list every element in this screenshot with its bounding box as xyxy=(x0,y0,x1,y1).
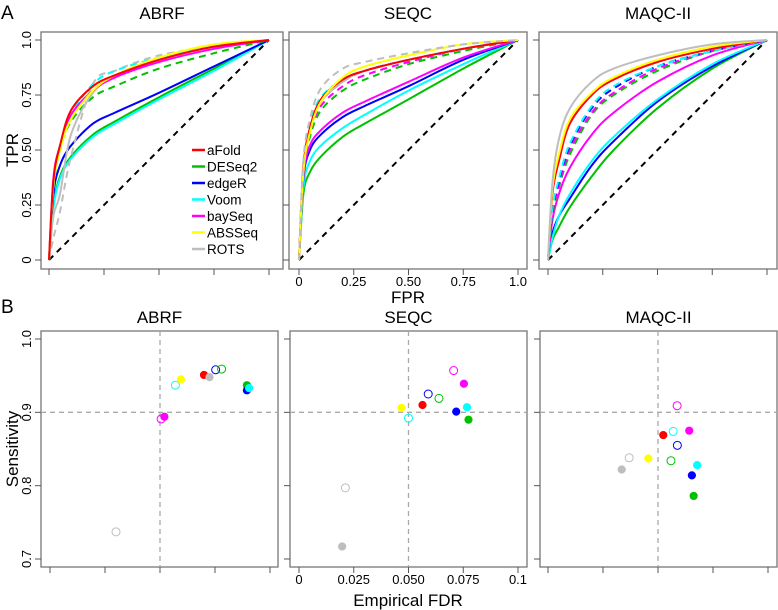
legend-label: baySeq xyxy=(207,209,253,224)
panel-title: SEQC xyxy=(384,308,432,327)
roc-curve-absseq xyxy=(298,39,519,261)
y-tick-label: 1.0 xyxy=(19,330,34,348)
point-voom-open xyxy=(668,426,678,436)
roc-curve-voom xyxy=(547,39,768,261)
x-tick-label: 0 xyxy=(295,572,302,587)
point-deseq2-open xyxy=(217,364,227,374)
scatter-panel-seqc: SEQC 0 0.025 0.050 0.075 0.1 xyxy=(284,308,528,587)
point-rots-open xyxy=(111,527,121,537)
point-rots-filled xyxy=(617,465,626,474)
diagonal-reference-line xyxy=(298,39,519,261)
roc-curve-voom xyxy=(298,39,519,261)
scatter-ylabel: Sensitivity xyxy=(3,410,22,487)
point-edger-filled xyxy=(687,471,696,480)
point-deseq2-open xyxy=(666,456,676,466)
roc-xlabel: FPR xyxy=(391,288,425,307)
scatter-panel-maqc-ii: MAQC-II xyxy=(534,308,778,573)
panel-title: ABRF xyxy=(139,4,184,23)
point-rots-filled xyxy=(205,373,214,382)
x-tick-label: 0.075 xyxy=(447,572,480,587)
point-bayseq-filled xyxy=(160,412,169,421)
x-tick-label: 1.0 xyxy=(509,274,527,289)
diagonal-reference-line xyxy=(48,39,270,261)
point-bayseq-open xyxy=(672,401,682,411)
x-tick-label: 0.50 xyxy=(396,274,421,289)
point-voom-open xyxy=(170,380,180,390)
scatter-panel-abrf: ABRF 0.7 0.8 0.9 1.0 xyxy=(19,308,279,573)
panel-title: MAQC-II xyxy=(625,4,691,23)
point-edger-open xyxy=(672,440,682,450)
point-rots-open xyxy=(340,483,350,493)
y-tick-label: 0.9 xyxy=(19,403,34,421)
legend-label: ROTS xyxy=(207,242,245,257)
roc-curve-rots-dashed xyxy=(298,39,519,261)
x-tick-label: 0.025 xyxy=(337,572,370,587)
diagonal-reference-line xyxy=(547,39,768,261)
roc-curve-voom xyxy=(48,39,270,261)
legend-label: aFold xyxy=(207,143,241,158)
roc-curve-deseq2 xyxy=(547,39,768,261)
point-rots-open xyxy=(624,453,634,463)
x-tick-label: 0.1 xyxy=(509,572,527,587)
point-deseq2-filled xyxy=(689,491,698,501)
panel-a-label: A xyxy=(1,3,14,24)
x-tick-label: 0.25 xyxy=(341,274,366,289)
plot-frame xyxy=(40,31,284,270)
roc-panel-seqc: SEQC 0 0.25 0.50 0.75 1.0 xyxy=(283,4,528,289)
point-bayseq-filled xyxy=(685,426,694,435)
scatter-xlabel: Empirical FDR xyxy=(353,591,463,610)
point-voom-filled xyxy=(245,384,254,393)
roc-ylabel: TPR xyxy=(3,133,22,167)
legend-label: edgeR xyxy=(207,176,247,191)
roc-curve-edger xyxy=(547,39,768,261)
y-tick-label: 0.75 xyxy=(19,82,34,107)
point-afold-filled xyxy=(418,400,427,410)
point-afold-filled xyxy=(659,430,668,440)
point-bayseq-open xyxy=(449,366,459,376)
roc-curve-deseq2-dashed xyxy=(48,39,270,261)
panel-title: ABRF xyxy=(137,308,182,327)
roc-curve-rots xyxy=(547,39,768,261)
point-bayseq-filled xyxy=(459,379,469,388)
y-tick-label: 0 xyxy=(19,256,34,263)
point-absseq-filled xyxy=(397,403,406,413)
x-tick-label: 0.050 xyxy=(392,572,425,587)
point-edger-open xyxy=(423,389,433,399)
y-tick-label: 0.7 xyxy=(19,550,34,568)
point-voom-open xyxy=(404,413,413,423)
point-absseq-filled xyxy=(644,454,653,463)
point-rots-filled xyxy=(338,542,347,551)
point-voom-filled xyxy=(693,461,702,470)
point-edger-filled xyxy=(452,407,461,416)
legend-label: Voom xyxy=(207,193,242,208)
roc-curve-deseq2 xyxy=(298,39,519,261)
x-tick-label: 0.75 xyxy=(451,274,476,289)
point-deseq2-filled xyxy=(464,415,473,424)
panel-title: MAQC-II xyxy=(625,308,691,327)
point-voom-filled xyxy=(462,403,472,412)
legend-label: DESeq2 xyxy=(207,160,257,175)
roc-curve-afold xyxy=(48,39,270,261)
point-deseq2-open xyxy=(434,393,444,403)
y-tick-label: 0.50 xyxy=(19,137,34,162)
point-absseq-filled xyxy=(176,375,185,384)
roc-curve-voom-dashed xyxy=(547,39,768,261)
panel-title: SEQC xyxy=(384,4,432,23)
panel-b-label: B xyxy=(1,297,14,318)
x-tick-label: 0 xyxy=(295,274,302,289)
y-tick-label: 0.8 xyxy=(19,477,34,495)
point-edger-open xyxy=(211,365,221,375)
roc-curve-voom-dashed xyxy=(48,39,270,261)
y-tick-label: 1.0 xyxy=(19,31,34,49)
roc-panel-maqc-ii: MAQC-II xyxy=(533,4,778,275)
legend-label: ABSSeq xyxy=(207,226,258,241)
y-tick-label: 0.25 xyxy=(19,192,34,217)
roc-curve-deseq2-dashed xyxy=(298,39,519,261)
